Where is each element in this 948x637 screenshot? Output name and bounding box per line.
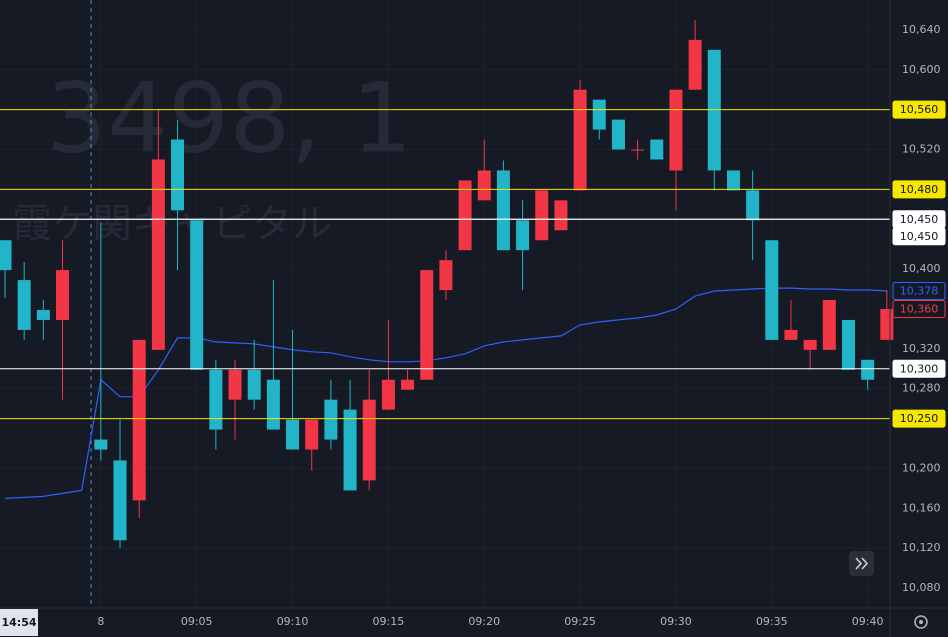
candle-body (362, 399, 376, 481)
price-badge-label: 10,378 (900, 285, 939, 298)
x-tick-label: 09:20 (468, 615, 500, 628)
scroll-button[interactable] (849, 551, 874, 576)
candle-body (401, 379, 415, 390)
candle-body (381, 379, 395, 410)
x-tick-label: 09:30 (660, 615, 692, 628)
candle-body (841, 319, 855, 370)
candle-body (592, 99, 606, 130)
price-badge-label: 10,450 (900, 213, 939, 226)
x-tick-label: 09:05 (181, 615, 213, 628)
y-tick-label: 10,080 (902, 581, 941, 594)
candle-body (496, 170, 510, 251)
candle-body (669, 89, 683, 171)
y-tick-label: 10,520 (902, 143, 941, 156)
price-badge (892, 100, 946, 119)
y-tick-label: 10,640 (902, 23, 941, 36)
ma-line (4, 287, 887, 499)
candle-body (113, 460, 127, 541)
price-badge (892, 359, 946, 378)
scroll-icon[interactable] (855, 557, 869, 570)
crosshair-time-box (0, 609, 38, 636)
candle-body (420, 270, 434, 380)
price-badge (892, 227, 946, 246)
x-tick-label: 09:10 (277, 615, 309, 628)
candle-body (477, 170, 491, 201)
candle-body (535, 190, 549, 241)
candle-body (247, 369, 261, 400)
candle-body (209, 369, 223, 430)
x-tick-label: 8 (97, 615, 104, 628)
candle-body (228, 369, 242, 400)
candle-body (266, 379, 280, 430)
candle-body (151, 159, 165, 350)
candle-body (631, 149, 645, 151)
candle-body (171, 139, 185, 211)
candle-body (803, 339, 817, 350)
y-tick-label: 10,320 (902, 342, 941, 355)
y-tick-label: 10,120 (902, 541, 941, 554)
candle-body (17, 280, 31, 330)
candle-body (573, 89, 587, 191)
candle-body (458, 180, 472, 251)
candle-body (286, 419, 300, 450)
candle-body (94, 439, 108, 450)
settings-icon[interactable] (914, 615, 928, 629)
candle-body (56, 270, 70, 320)
candle-body (343, 409, 357, 491)
price-badge (892, 299, 946, 318)
price-badge (892, 282, 946, 301)
price-badge (892, 409, 946, 428)
candle-body (746, 190, 760, 221)
candle-body (305, 419, 319, 450)
candle-body (880, 308, 894, 340)
candle-body (726, 170, 740, 191)
price-badge-label: 10,560 (900, 103, 939, 116)
price-badge (892, 180, 946, 199)
y-tick-label: 10,280 (902, 382, 941, 395)
candle-body (190, 220, 204, 370)
x-tick-label: 09:35 (756, 615, 788, 628)
candle-body (324, 399, 338, 440)
settings-icon-center[interactable] (919, 620, 923, 624)
candle-body (861, 359, 875, 380)
price-badge-label: 10,480 (900, 183, 939, 196)
x-tick-label: 09:15 (373, 615, 405, 628)
candle-body (132, 339, 146, 501)
candle-body (611, 119, 625, 150)
y-tick-label: 10,200 (902, 461, 941, 474)
candle-body (822, 300, 836, 350)
plot (0, 19, 894, 549)
candle-body (784, 329, 798, 340)
candle-body (688, 39, 702, 90)
price-badge-label: 10,250 (900, 412, 939, 425)
candle-body (0, 240, 12, 271)
price-badge-label: 10,450 (900, 230, 939, 243)
crosshair-time-label: 14:54 (1, 616, 36, 629)
y-tick-label: 10,160 (902, 501, 941, 514)
watermark-symbol: 3498, 1 (46, 62, 412, 174)
price-badge-label: 10,300 (900, 362, 939, 375)
candle-body (516, 220, 530, 251)
candle-body (765, 240, 779, 340)
candle-body (36, 309, 50, 320)
y-tick-label: 10,400 (902, 262, 941, 275)
y-tick-label: 10,600 (902, 63, 941, 76)
price-badge-label: 10,360 (900, 302, 939, 315)
settings-button[interactable] (914, 615, 928, 629)
candle-body (554, 200, 568, 231)
candle-body (650, 139, 664, 160)
x-tick-label: 09:25 (564, 615, 596, 628)
x-tick-label: 09:40 (852, 615, 884, 628)
axes: 10,080 10,120 10,160 10,200 10,280 10,320 10,4… (0, 23, 946, 636)
candle-body (439, 260, 453, 291)
